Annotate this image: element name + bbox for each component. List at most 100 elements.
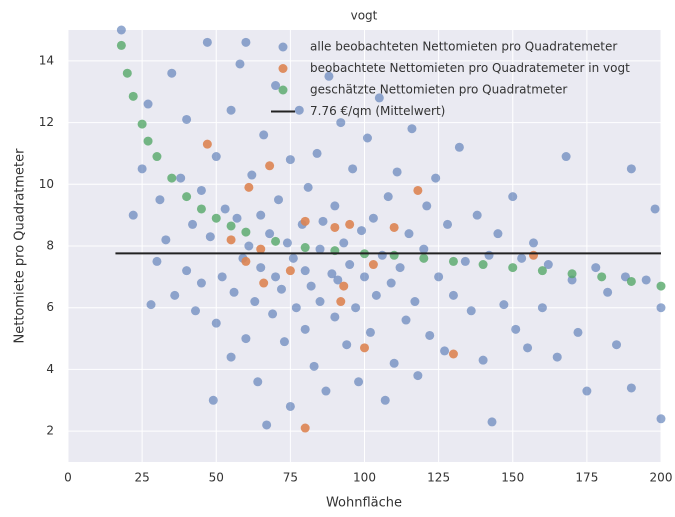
y-tick-label: 8 <box>46 239 54 253</box>
point <box>360 343 369 353</box>
point <box>196 185 206 195</box>
point <box>271 272 281 282</box>
point <box>241 37 251 47</box>
point <box>431 173 441 183</box>
point <box>351 303 361 313</box>
y-tick-label: 4 <box>46 362 54 376</box>
point <box>247 170 257 180</box>
point <box>597 272 607 282</box>
point <box>116 25 126 35</box>
point <box>282 238 292 248</box>
point <box>354 377 364 387</box>
point <box>339 238 349 248</box>
point <box>321 386 331 396</box>
legend-swatch <box>278 42 288 52</box>
point <box>167 173 177 183</box>
point <box>196 278 206 288</box>
point <box>603 287 613 297</box>
y-tick-label: 12 <box>39 115 54 129</box>
point <box>256 263 266 273</box>
point <box>567 269 577 279</box>
point <box>401 315 411 325</box>
x-tick-label: 100 <box>353 471 376 485</box>
point <box>211 152 221 162</box>
point <box>226 221 236 231</box>
point <box>259 278 269 288</box>
point <box>454 142 464 152</box>
point <box>256 244 266 254</box>
point <box>484 250 494 260</box>
point <box>182 192 192 202</box>
point <box>241 256 251 266</box>
point <box>374 93 384 103</box>
point <box>250 297 260 307</box>
point <box>315 244 325 254</box>
point <box>276 284 286 294</box>
point <box>425 330 435 340</box>
point <box>386 278 396 288</box>
point <box>265 161 275 171</box>
point <box>229 287 239 297</box>
point <box>348 164 358 174</box>
point <box>573 327 583 337</box>
point <box>137 119 147 129</box>
point <box>274 195 284 205</box>
x-tick-label: 75 <box>283 471 298 485</box>
point <box>357 226 367 236</box>
point <box>182 266 192 276</box>
point <box>306 281 316 291</box>
legend-swatch <box>278 64 288 73</box>
point <box>339 281 349 291</box>
point <box>478 355 488 365</box>
y-tick-label: 10 <box>39 177 54 191</box>
point <box>410 297 420 307</box>
point <box>291 303 301 313</box>
point <box>537 266 547 276</box>
point <box>143 99 153 109</box>
point <box>448 349 458 359</box>
point <box>552 352 562 362</box>
point <box>543 260 553 270</box>
point <box>529 250 539 260</box>
point <box>448 290 458 300</box>
point <box>383 192 393 202</box>
x-tick-label: 175 <box>575 471 598 485</box>
point <box>256 210 266 220</box>
point <box>529 238 539 248</box>
point <box>404 229 414 239</box>
point <box>523 343 533 353</box>
point <box>211 213 221 223</box>
point <box>626 276 636 286</box>
y-tick-label: 14 <box>39 53 54 67</box>
point <box>128 210 138 220</box>
point <box>303 182 313 192</box>
point <box>345 260 355 270</box>
point <box>466 306 476 316</box>
point <box>315 297 325 307</box>
point <box>188 219 198 229</box>
point <box>460 256 470 266</box>
point <box>294 105 304 115</box>
point <box>300 243 310 253</box>
point <box>377 250 387 260</box>
x-tick-label: 200 <box>650 471 673 485</box>
point <box>336 118 346 128</box>
point <box>336 297 346 307</box>
point <box>300 423 310 433</box>
point <box>419 253 429 263</box>
point <box>493 229 503 239</box>
point <box>208 395 218 405</box>
y-tick-label: 6 <box>46 300 54 314</box>
point <box>324 71 334 81</box>
point <box>161 235 171 245</box>
point <box>508 263 518 273</box>
y-axis-label: Nettomiete pro Quadratmeter <box>13 148 28 344</box>
point <box>253 377 263 387</box>
point <box>365 327 375 337</box>
point <box>226 352 236 362</box>
point <box>582 386 592 396</box>
point <box>202 37 212 47</box>
point <box>342 340 352 350</box>
point <box>434 272 444 282</box>
